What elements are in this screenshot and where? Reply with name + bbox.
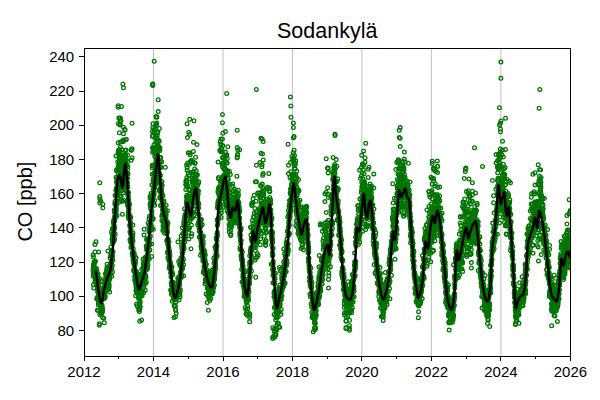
svg-text:Sodankylä: Sodankylä (277, 19, 377, 43)
svg-text:2012: 2012 (67, 363, 100, 380)
svg-text:2014: 2014 (137, 363, 170, 380)
svg-text:180: 180 (49, 151, 74, 168)
svg-text:200: 200 (49, 116, 74, 133)
svg-text:140: 140 (49, 219, 74, 236)
svg-text:2016: 2016 (206, 363, 239, 380)
svg-text:120: 120 (49, 253, 74, 270)
svg-text:80: 80 (58, 322, 75, 339)
svg-text:240: 240 (49, 48, 74, 65)
svg-text:CO [ppb]: CO [ppb] (14, 162, 36, 242)
svg-text:160: 160 (49, 185, 74, 202)
svg-text:2026: 2026 (554, 363, 587, 380)
svg-text:2018: 2018 (276, 363, 309, 380)
svg-text:220: 220 (49, 82, 74, 99)
svg-text:2020: 2020 (345, 363, 378, 380)
svg-text:100: 100 (49, 287, 74, 304)
svg-text:2024: 2024 (484, 363, 517, 380)
svg-text:2022: 2022 (415, 363, 448, 380)
